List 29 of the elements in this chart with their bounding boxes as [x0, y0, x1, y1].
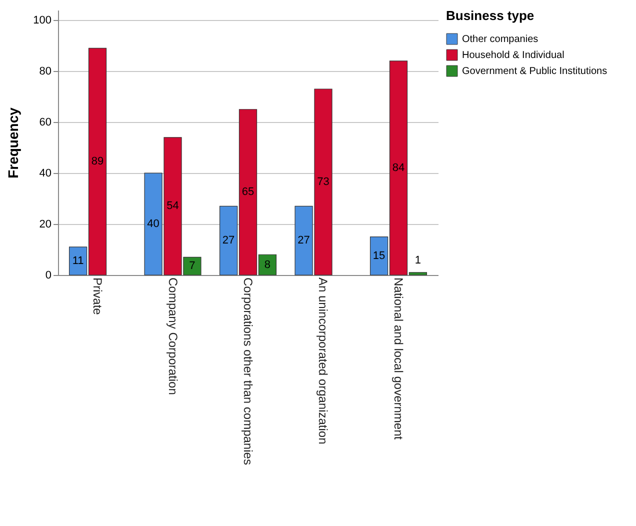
data-label: 7 — [189, 260, 196, 272]
y-tick-label: 40 — [39, 168, 52, 180]
data-label: 27 — [222, 234, 235, 247]
x-tick-label: Corporations other than companies — [241, 278, 255, 465]
y-tick-label: 60 — [39, 116, 52, 129]
data-label: 11 — [72, 254, 84, 267]
x-tick-label: An unincorporated organization — [316, 278, 330, 444]
y-axis-title: Frequency — [5, 107, 22, 178]
data-label: 8 — [264, 258, 271, 271]
legend-label: Government & Public Institutions — [462, 66, 608, 77]
y-tick-label: 100 — [33, 14, 52, 27]
data-label: 27 — [298, 234, 310, 247]
data-label: 15 — [372, 250, 386, 262]
data-label: 1 — [414, 254, 422, 267]
legend-label: Other companies — [462, 34, 538, 45]
y-tick-label: 0 — [45, 270, 52, 282]
data-label: 89 — [91, 156, 104, 168]
data-label: 84 — [392, 162, 405, 174]
data-label: 54 — [166, 200, 179, 212]
x-tick-label: National and local government — [391, 278, 406, 440]
y-tick-label: 80 — [39, 66, 52, 78]
x-tick-label: Private — [90, 278, 105, 316]
data-label: 65 — [242, 186, 254, 198]
legend-label: Household & Individual — [462, 50, 564, 61]
x-tick-label: Company Corporation — [166, 278, 180, 395]
data-label: 73 — [317, 176, 330, 188]
legend-title: Business type — [446, 8, 534, 23]
y-tick-label: 20 — [39, 218, 52, 231]
data-label: 40 — [147, 218, 160, 230]
